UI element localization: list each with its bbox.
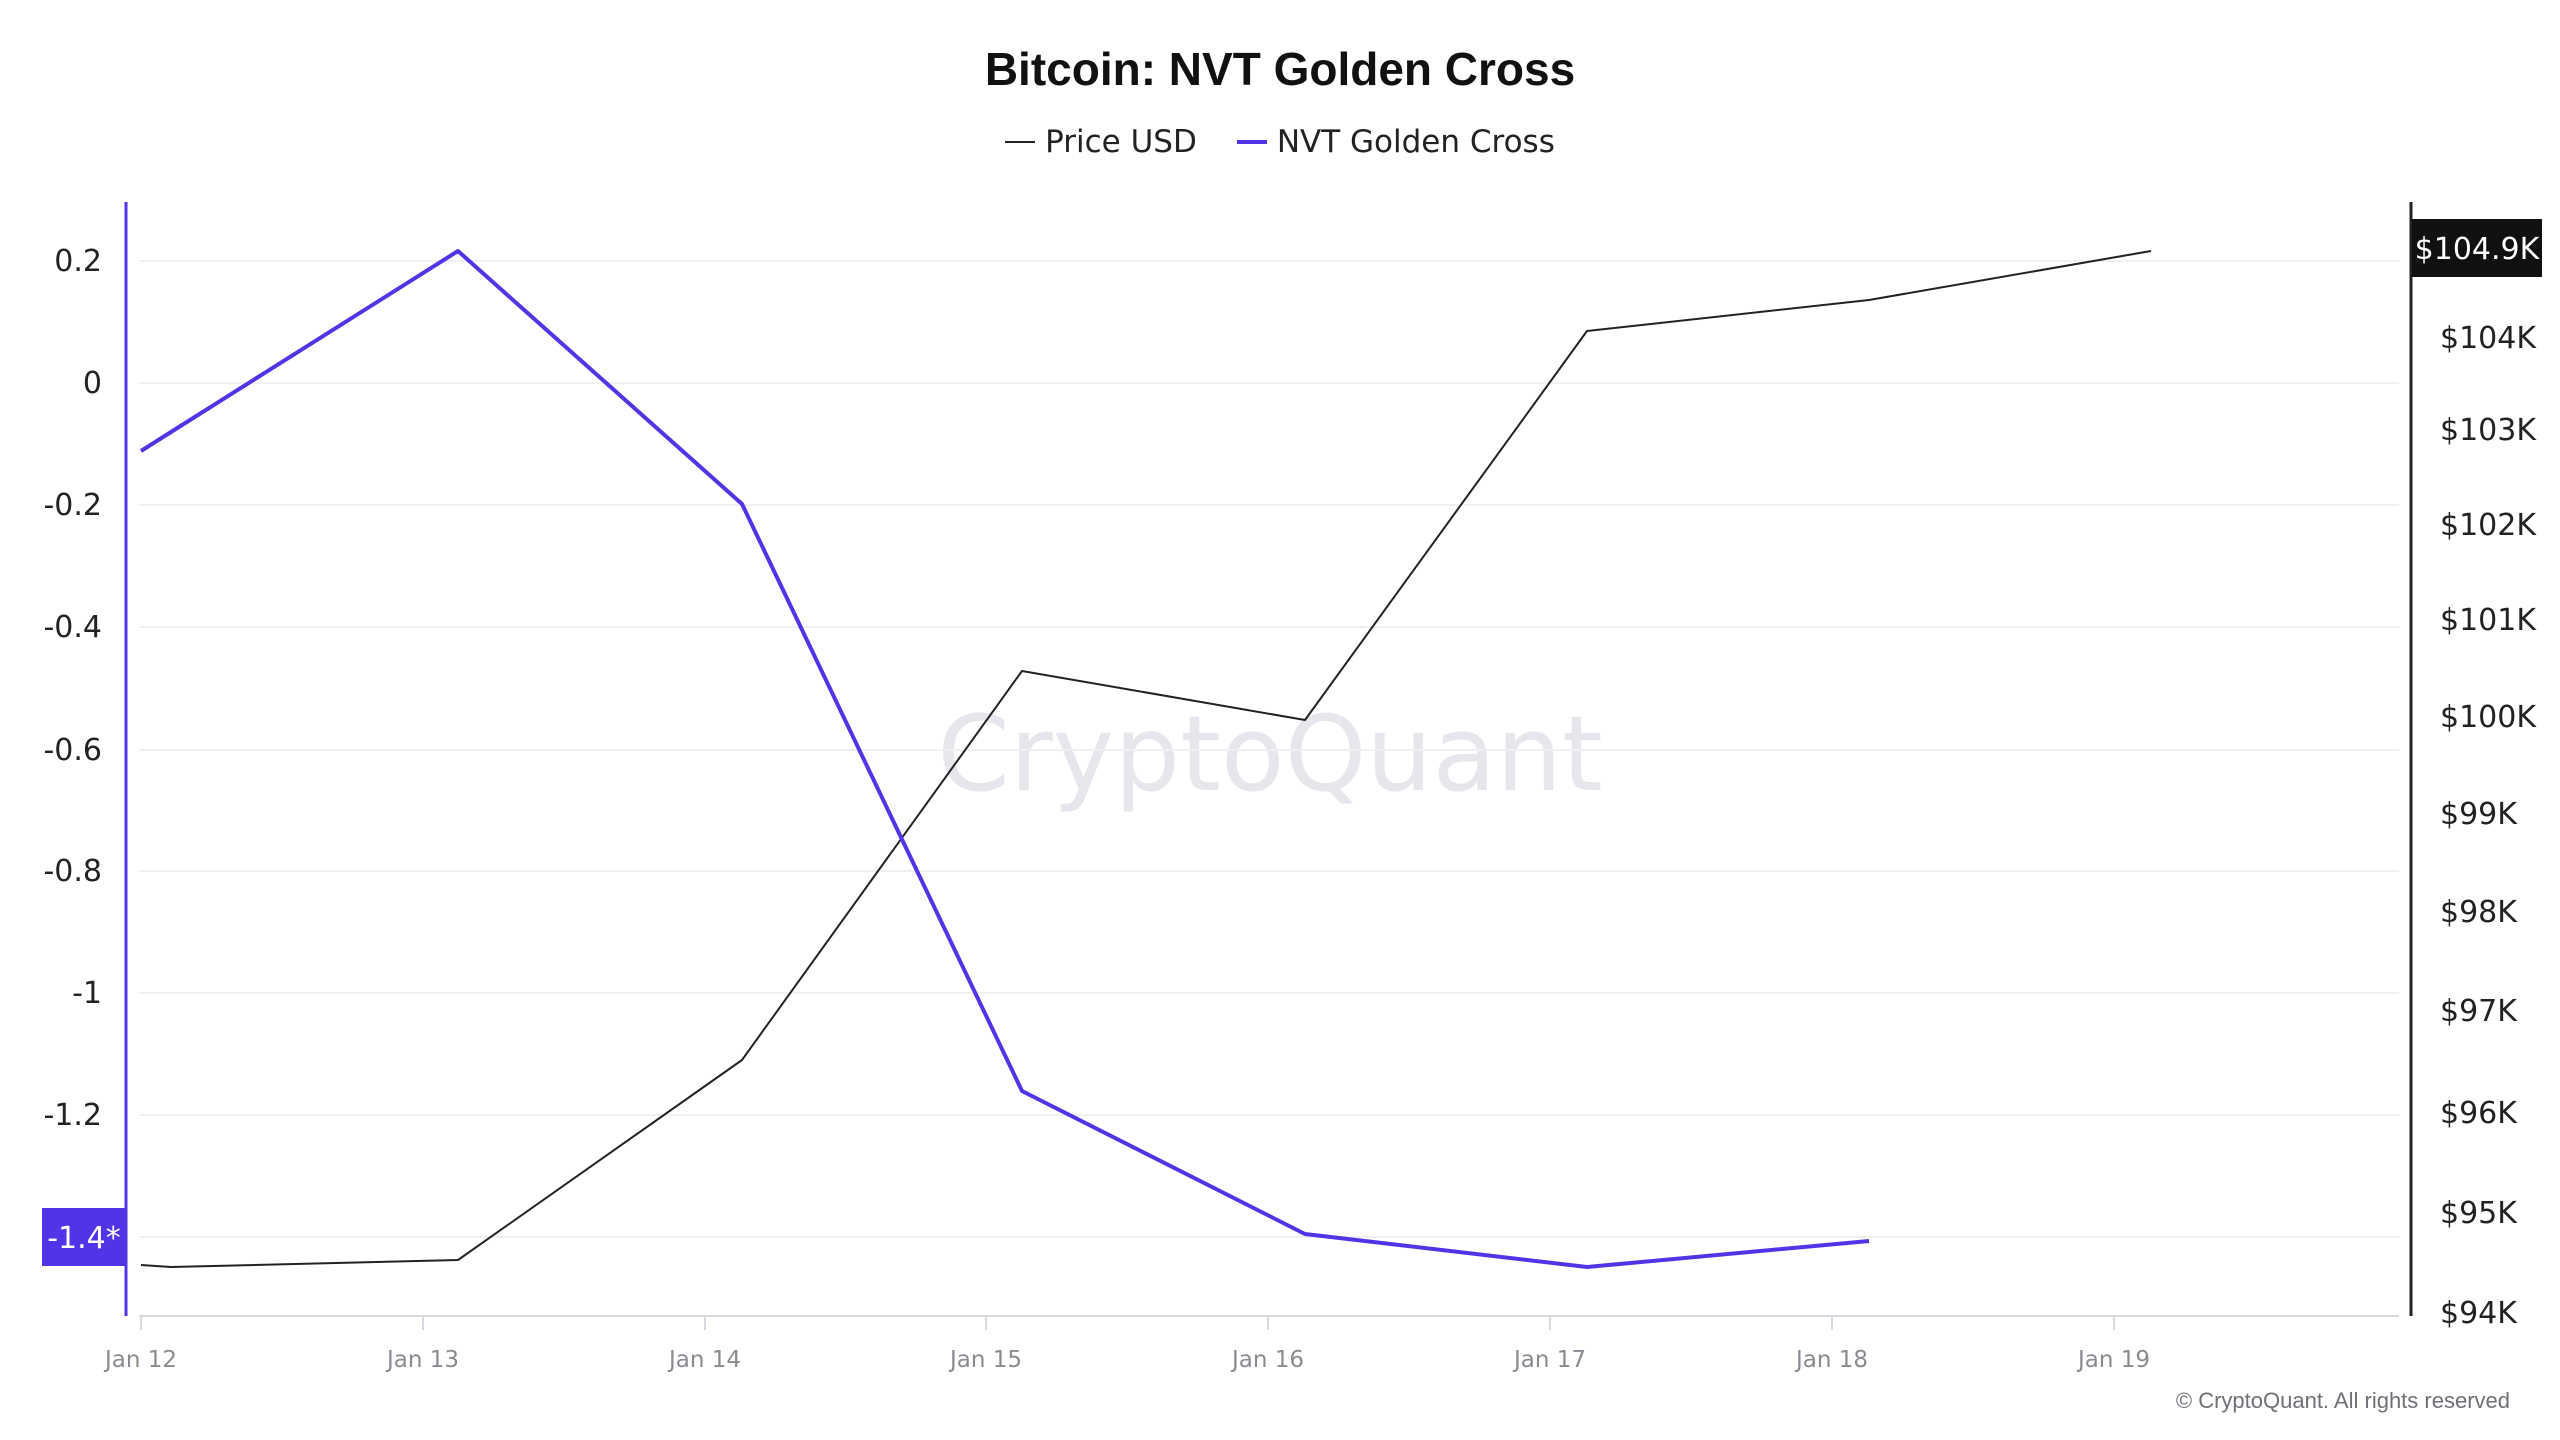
legend: Price USD NVT Golden Cross (0, 124, 2560, 160)
nvt-golden-cross-line[interactable] (139, 249, 1870, 1269)
right-tick: $97K (2440, 994, 2518, 1029)
right-axis-labels: $104K $103K $102K $101K $100K $99K $98K … (2440, 321, 2537, 1331)
x-axis-ticks (140, 1316, 2115, 1330)
right-tick: $98K (2440, 895, 2518, 930)
x-tick: Jan 16 (1230, 1347, 1304, 1373)
left-tick: -0.6 (43, 733, 102, 768)
left-tick: -1.2 (43, 1098, 102, 1133)
copyright-notice: © CryptoQuant. All rights reserved (2175, 1388, 2510, 1413)
gridlines (139, 260, 2399, 1238)
x-axis-labels: Jan 12 Jan 13 Jan 14 Jan 15 Jan 16 Jan 1… (103, 1347, 2150, 1373)
left-badge-text: -1.4* (47, 1221, 121, 1256)
left-tick: -0.8 (43, 854, 102, 889)
legend-label-price: Price USD (1045, 124, 1197, 160)
right-tick: $96K (2440, 1096, 2518, 1131)
legend-item-price[interactable]: Price USD (1005, 124, 1197, 160)
legend-item-nvt[interactable]: NVT Golden Cross (1236, 124, 1555, 160)
x-tick: Jan 18 (1794, 1347, 1868, 1373)
right-tick: $101K (2440, 603, 2537, 638)
right-tick: $99K (2440, 797, 2518, 832)
right-tick: $100K (2440, 700, 2537, 735)
nvt-line-swatch-icon (1236, 140, 1267, 144)
price-line-swatch-icon (1005, 141, 1036, 143)
x-tick: Jan 15 (948, 1347, 1022, 1373)
right-tick: $94K (2440, 1296, 2518, 1331)
x-tick: Jan 13 (385, 1347, 459, 1373)
right-axis-badge: $104.9K (2412, 219, 2542, 277)
left-tick: 0.2 (54, 244, 102, 279)
right-tick: $103K (2440, 413, 2537, 448)
legend-label-nvt: NVT Golden Cross (1276, 124, 1555, 160)
left-tick: 0 (83, 366, 102, 401)
left-tick: -0.2 (43, 488, 102, 523)
right-tick: $104K (2440, 321, 2537, 356)
left-tick: -0.4 (43, 610, 102, 645)
x-tick: Jan 17 (1512, 1347, 1586, 1373)
left-axis-badge: -1.4* (42, 1208, 127, 1266)
x-tick: Jan 19 (2076, 1347, 2150, 1373)
x-tick: Jan 12 (103, 1347, 177, 1373)
chart-title: Bitcoin: NVT Golden Cross (984, 43, 1576, 95)
left-tick: -1 (72, 976, 102, 1011)
right-tick: $95K (2440, 1196, 2518, 1231)
right-tick: $102K (2440, 508, 2537, 543)
right-badge-text: $104.9K (2415, 232, 2541, 267)
watermark: CryptoQuant (937, 693, 1603, 815)
x-tick: Jan 14 (667, 1347, 741, 1373)
left-axis-labels: 0.2 0 -0.2 -0.4 -0.6 -0.8 -1 -1.2 (43, 244, 102, 1133)
price-usd-line[interactable] (140, 250, 2152, 1268)
